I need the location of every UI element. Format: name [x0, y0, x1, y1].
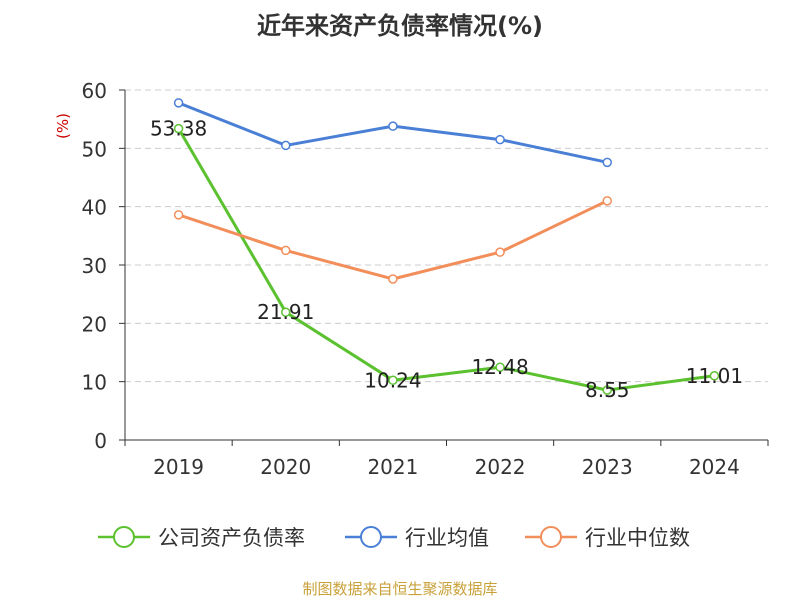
- data-label: 11.01: [686, 364, 743, 388]
- data-label: 53.38: [150, 117, 207, 141]
- legend-label: 行业均值: [405, 526, 489, 550]
- data-point: [495, 247, 505, 257]
- y-tick-label: 20: [82, 312, 107, 336]
- chart-title: 近年来资产负债率情况(%): [257, 12, 543, 40]
- y-axis-label: (%): [54, 113, 72, 139]
- x-tick-label: 2024: [689, 455, 740, 479]
- legend: 公司资产负债率 行业均值 行业中位数: [98, 526, 690, 550]
- axes: 0 10 20 30 40 50 60 2019 2020 2021 2022 2023 2024 (%): [54, 79, 769, 479]
- legend-label: 行业中位数: [585, 526, 690, 550]
- data-point: [602, 196, 612, 206]
- data-point: [495, 362, 505, 372]
- y-tick-label: 50: [82, 137, 107, 161]
- data-point: [388, 375, 398, 386]
- data-point: [281, 307, 291, 317]
- legend-marker: [113, 526, 135, 548]
- y-tick-label: 10: [82, 371, 107, 395]
- data-point: [388, 274, 398, 284]
- data-point: [173, 123, 184, 134]
- legend-label: 公司资产负债率: [158, 526, 305, 550]
- data-labels: 53.38 21.91 10.24 12.48 8.55 11.01: [150, 117, 743, 403]
- data-point: [173, 210, 184, 220]
- series-lines: [173, 98, 720, 395]
- legend-marker: [360, 526, 382, 548]
- x-tick-label: 2020: [260, 455, 311, 479]
- data-point: [388, 121, 398, 131]
- data-point: [173, 98, 184, 108]
- source-note: 制图数据来自恒生聚源数据库: [302, 580, 498, 598]
- y-tick-label: 40: [82, 196, 107, 220]
- y-tick-label: 0: [94, 429, 107, 453]
- data-point: [281, 245, 291, 256]
- series-line: [178, 101, 608, 164]
- x-tick-label: 2023: [582, 455, 633, 479]
- data-label: 12.48: [471, 355, 528, 379]
- x-tick-label: 2019: [153, 455, 204, 479]
- series-line: [177, 127, 715, 392]
- data-label: 10.24: [364, 368, 421, 392]
- data-point: [709, 371, 720, 381]
- x-tick-label: 2022: [475, 455, 526, 479]
- data-label: 8.55: [585, 378, 630, 402]
- data-point: [602, 157, 612, 168]
- legend-marker: [540, 526, 562, 548]
- y-tick-label: 30: [82, 254, 107, 278]
- data-point: [281, 140, 291, 151]
- data-label: 21.91: [257, 300, 314, 324]
- data-point: [602, 385, 612, 395]
- data-point: [495, 134, 505, 145]
- y-tick-label: 60: [82, 79, 107, 103]
- x-tick-label: 2021: [367, 455, 418, 479]
